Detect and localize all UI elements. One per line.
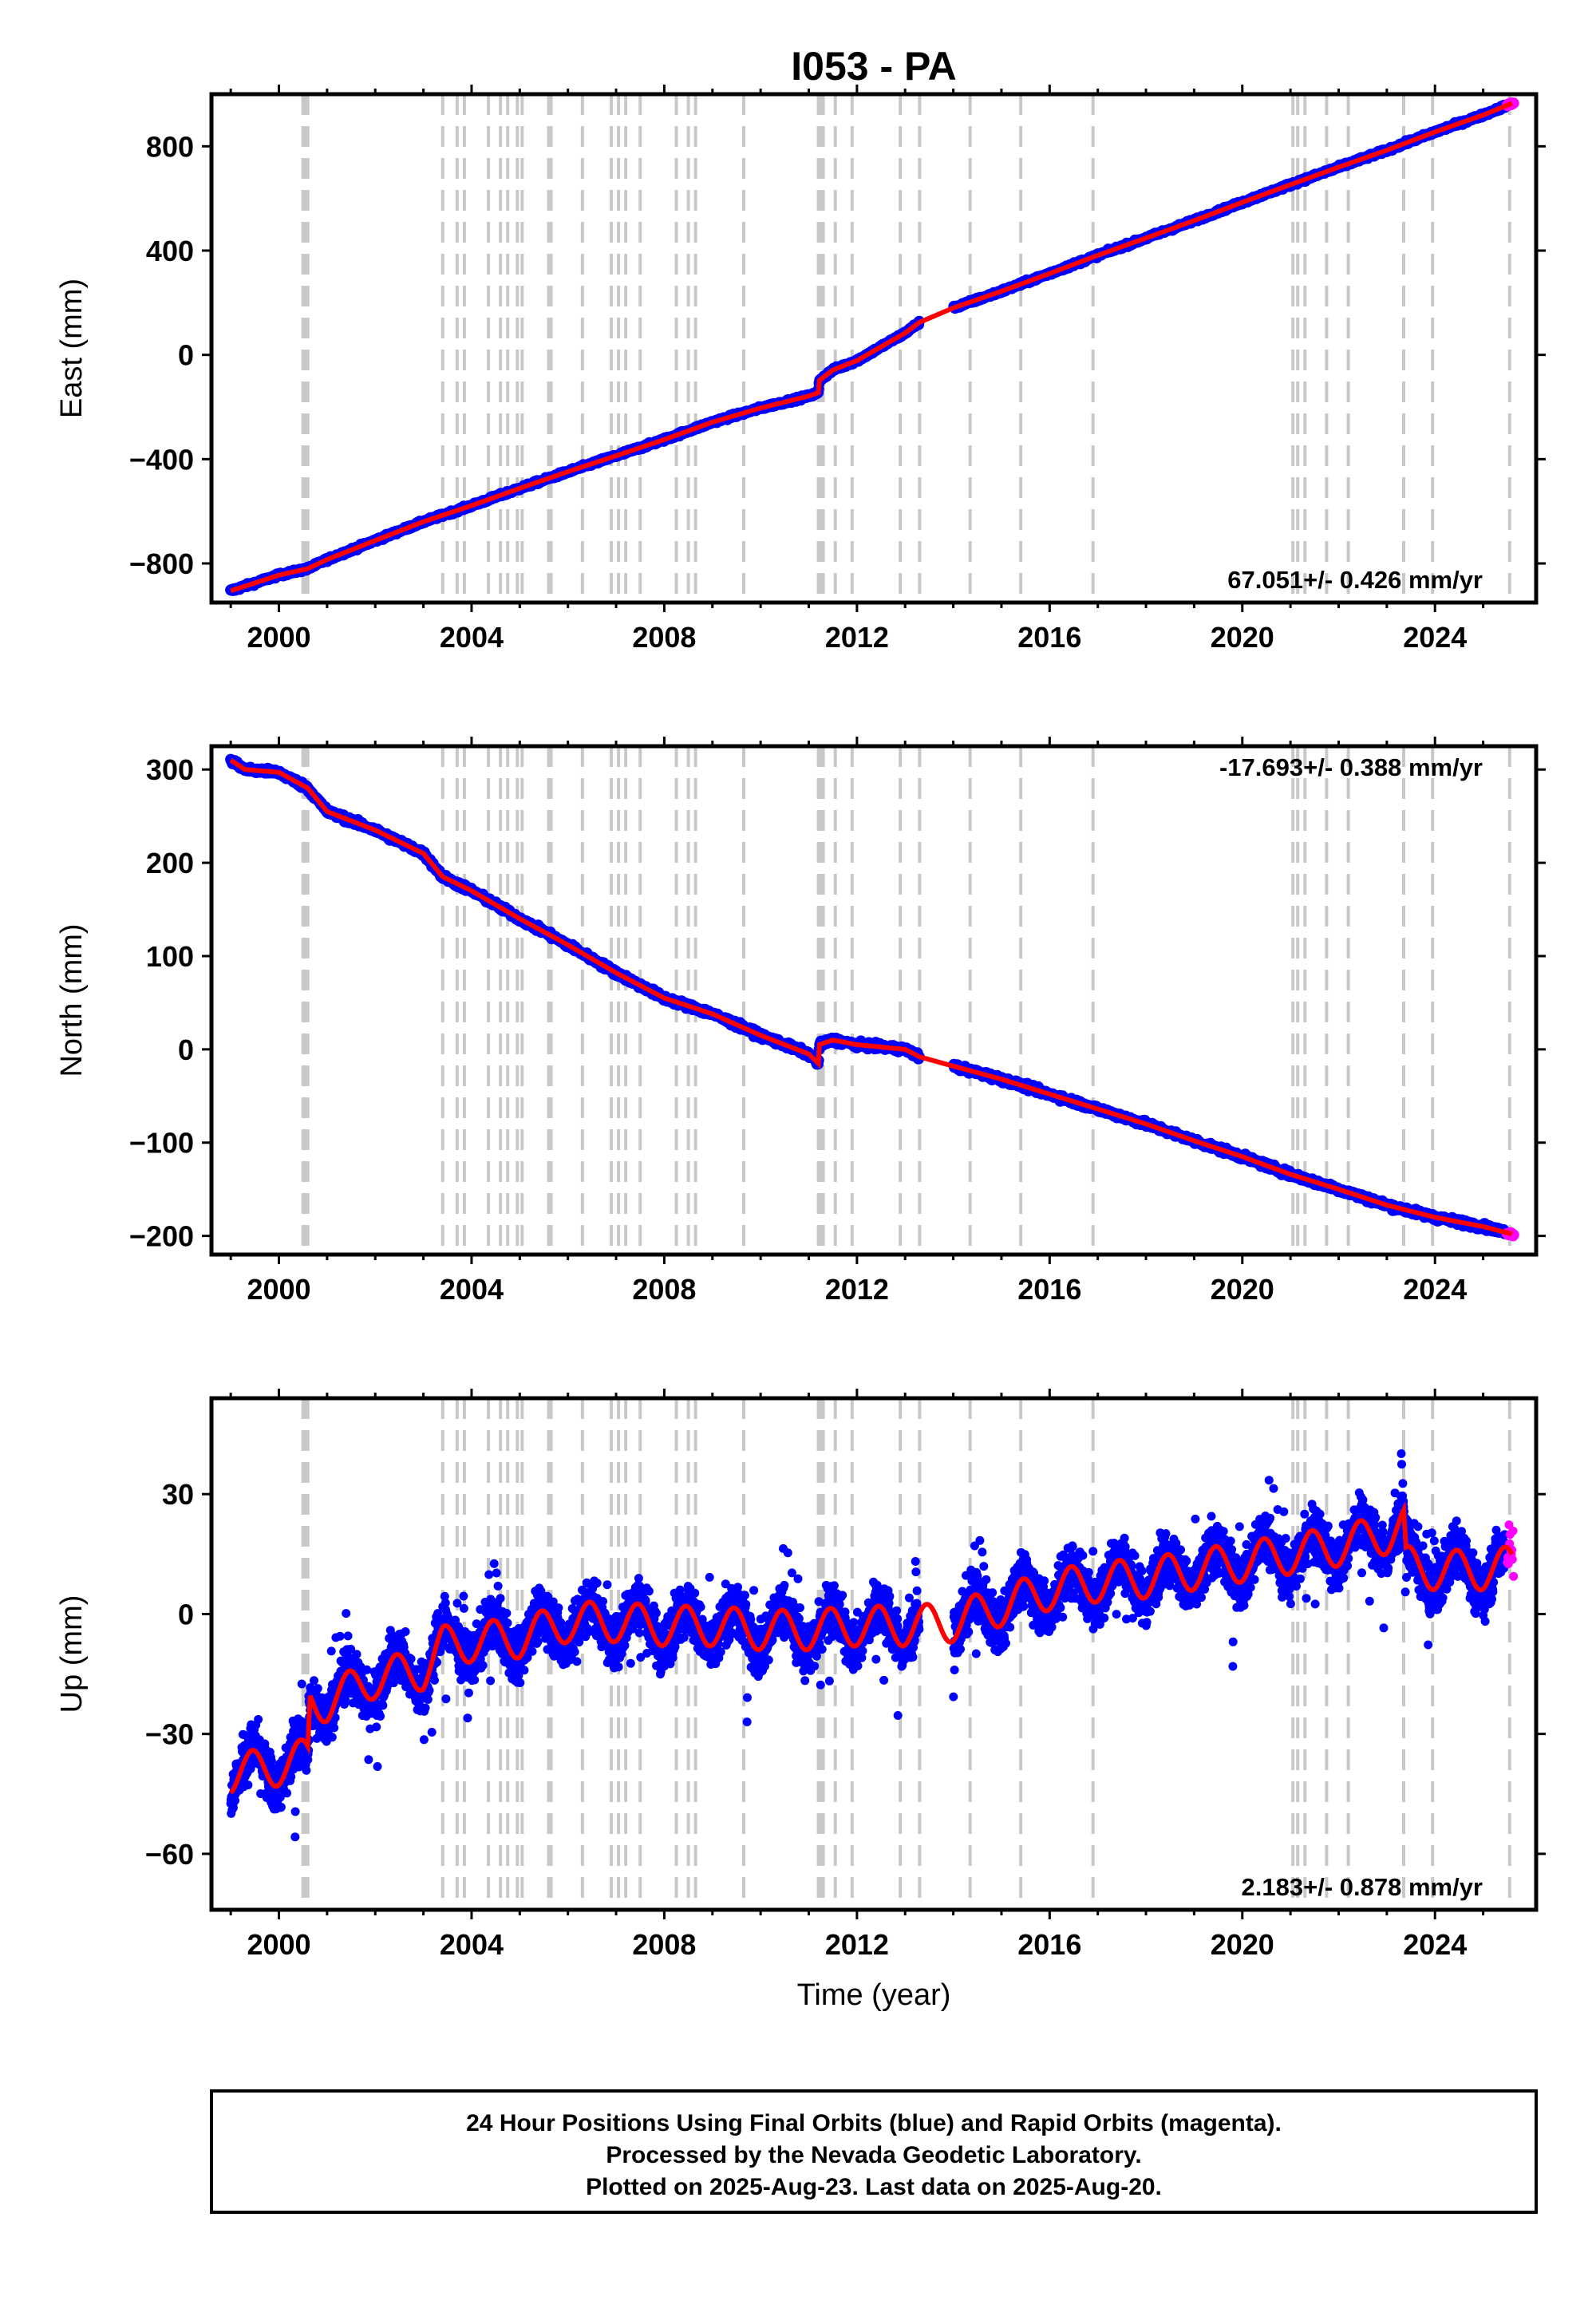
x-tick-label: 2020 — [1211, 621, 1274, 654]
figure-title: I053 - PA — [791, 44, 957, 89]
east-panel: 2000 2004 2008 2012 2016 2020 2024 −800 −400 0 400… — [55, 85, 1546, 654]
y-tick-label: 300 — [146, 753, 194, 786]
data-point — [310, 1676, 318, 1686]
data-point — [302, 1765, 311, 1775]
data-point — [243, 1780, 253, 1790]
y-tick-label: −200 — [129, 1220, 194, 1253]
up-final-orbit-points — [226, 1449, 1510, 1842]
x-tick-label: 2016 — [1017, 1273, 1081, 1306]
x-tick-label: 2012 — [825, 1273, 889, 1306]
data-point — [276, 1802, 286, 1812]
x-tick-label: 2000 — [247, 621, 310, 654]
east-y-axis-label: East (mm) — [55, 279, 89, 418]
y-tick-label: −100 — [129, 1127, 194, 1160]
x-tick-label: 2004 — [440, 621, 504, 654]
y-tick-label: 200 — [146, 847, 194, 879]
data-point — [290, 1832, 300, 1842]
y-tick-label: −400 — [129, 443, 194, 476]
x-tick-label: 2008 — [632, 621, 696, 654]
y-tick-label: 400 — [146, 235, 194, 267]
data-point — [267, 1756, 276, 1765]
x-tick-label: 2020 — [1211, 1273, 1274, 1306]
data-point — [282, 1788, 291, 1798]
east-event-lines — [301, 94, 1511, 603]
data-point — [297, 1679, 306, 1689]
y-tick-label: 0 — [178, 339, 194, 372]
north-y-axis-label: North (mm) — [55, 923, 89, 1077]
north-frame — [209, 744, 1539, 1257]
data-point — [254, 1715, 263, 1724]
x-tick-label: 2016 — [1017, 621, 1081, 654]
data-point — [286, 1772, 296, 1781]
x-tick-label: 2024 — [1403, 1273, 1467, 1306]
north-model-line — [229, 758, 1513, 1237]
x-tick-label: 2008 — [632, 1273, 696, 1306]
data-point — [290, 1807, 300, 1816]
y-tick-label: 0 — [178, 1034, 194, 1066]
x-tick-label: 2000 — [247, 1273, 310, 1306]
east-rate-label: 67.051+/- 0.426 mm/yr — [1227, 566, 1483, 594]
north-final-orbit-points — [225, 753, 1511, 1239]
y-tick-label: −800 — [129, 547, 194, 580]
y-tick-label: 800 — [146, 130, 194, 163]
x-tick-label: 2004 — [440, 1273, 504, 1306]
north-panel: 2000 2004 2008 2012 2016 2020 2024 −200 −100 0 100… — [55, 737, 1546, 1306]
north-rate-label: -17.693+/- 0.388 mm/yr — [1219, 753, 1483, 781]
y-tick-label: 100 — [146, 940, 194, 973]
x-tick-label: 2024 — [1403, 621, 1467, 654]
up-panel: 2000 2004 2008 2012 2016 2020 2024−60−30030Up … — [55, 1389, 1546, 1961]
north-event-lines — [301, 746, 1511, 1255]
x-tick-label: 2012 — [825, 621, 889, 654]
